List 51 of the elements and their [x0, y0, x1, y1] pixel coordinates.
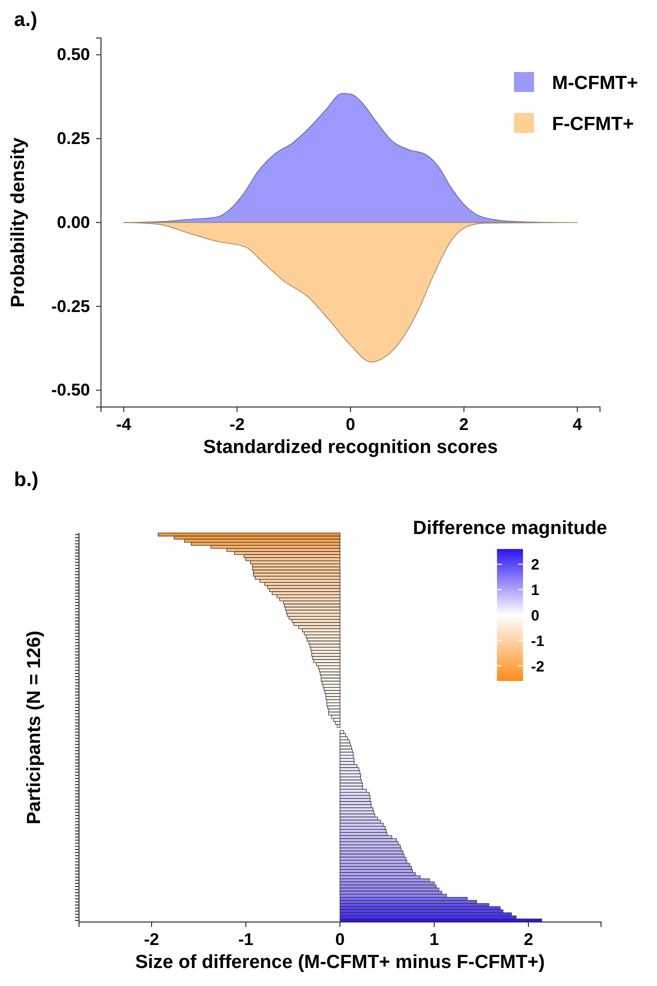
bar	[340, 906, 500, 910]
x-tick-label: 0	[335, 930, 345, 950]
bar	[326, 693, 340, 697]
chart-title: a.)	[14, 9, 38, 31]
y-tick-label: -0.25	[51, 296, 90, 316]
bar	[333, 718, 340, 722]
y-axis-title: Probability density	[8, 137, 29, 308]
bar	[340, 782, 363, 786]
bar	[340, 816, 378, 820]
legend-label: M-CFMT+	[552, 73, 638, 94]
x-tick-label: 2	[459, 415, 469, 434]
bar	[336, 724, 340, 728]
bar	[312, 656, 340, 660]
bar	[253, 570, 340, 574]
bar	[340, 798, 370, 802]
x-tick-label: -1	[238, 930, 254, 950]
x-tick-label: 1	[429, 930, 439, 950]
x-tick-label: -2	[144, 930, 160, 950]
chart-title: b.)	[14, 469, 38, 491]
x-tick-label: 4	[572, 415, 583, 434]
bar	[158, 532, 340, 536]
bar	[340, 869, 413, 873]
legend-label: F-CFMT+	[552, 114, 634, 135]
annotation: -2	[531, 658, 544, 676]
bar	[334, 721, 340, 725]
x-tick-label: -4	[116, 415, 132, 434]
x-tick-label: 2	[524, 930, 534, 950]
bar	[340, 850, 404, 854]
annotation: 0	[531, 608, 540, 624]
bar	[308, 640, 340, 644]
bar	[340, 888, 440, 892]
annotation: -1	[531, 632, 544, 650]
bar	[328, 712, 340, 716]
y-tick-label: 0.25	[56, 129, 90, 148]
y-axis-title: Participants (N = 126)	[24, 630, 45, 824]
bar	[340, 764, 358, 768]
bar	[340, 746, 352, 750]
bar	[320, 674, 340, 678]
bar	[269, 588, 340, 592]
annotation: 2	[531, 556, 540, 574]
bar	[294, 622, 340, 626]
y-tick-label: -0.50	[51, 380, 90, 400]
x-tick-label: -2	[230, 415, 245, 434]
color-bar-title: Difference magnitude	[412, 518, 608, 539]
x-axis-title: Standardized recognition scores	[203, 437, 498, 458]
x-tick-label: 0	[346, 415, 356, 434]
y-tick-label: 0.50	[56, 45, 90, 64]
y-tick-label: 0.00	[56, 212, 90, 232]
bar	[284, 604, 340, 608]
x-axis-title: Size of difference (M-CFMT+ minus F-CFMT+)	[135, 952, 545, 973]
annotation: 1	[531, 582, 540, 600]
